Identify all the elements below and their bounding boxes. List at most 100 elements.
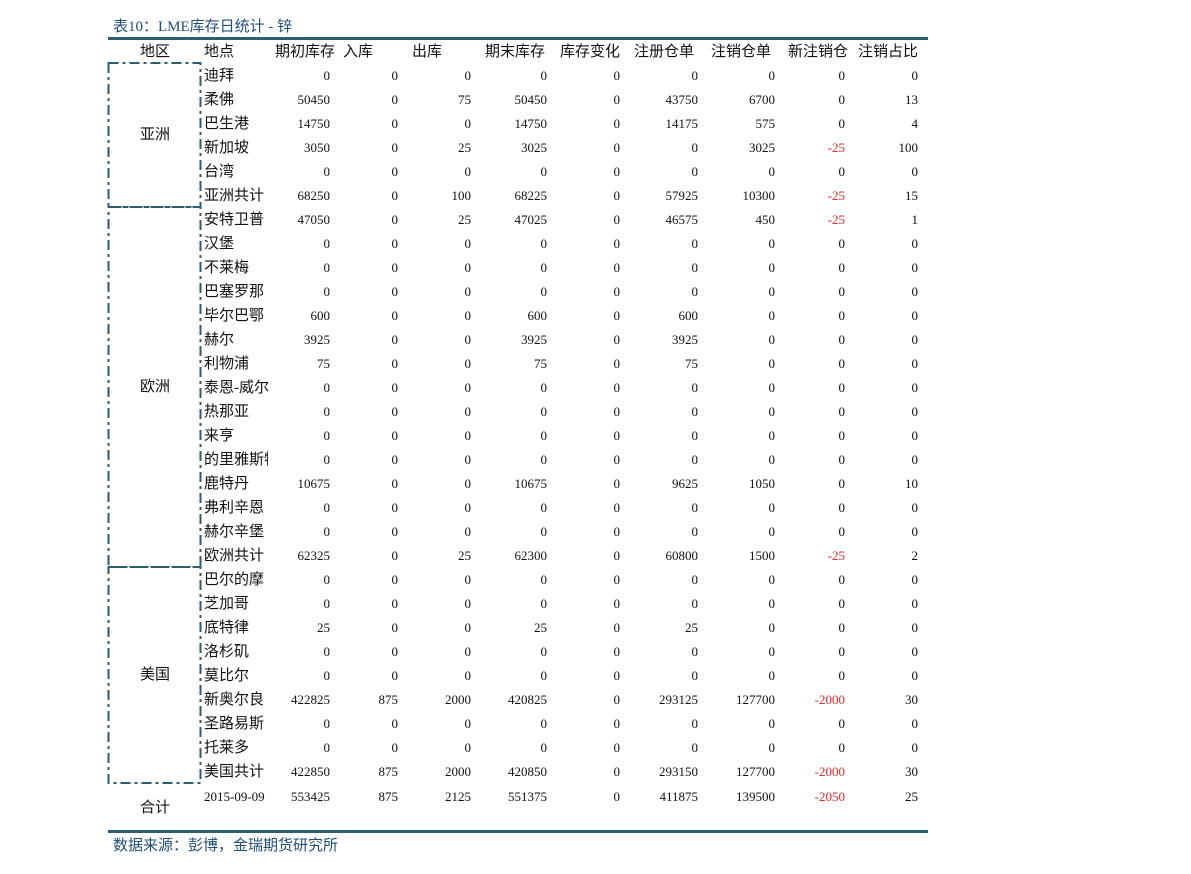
location-cell: 的里雅斯特 [204,452,268,468]
number-cell: 0 [540,524,548,539]
number-cell: 0 [911,572,919,587]
location-cell: 亚洲共计 [204,188,265,204]
number-cell: 0 [691,380,699,395]
number-cell: 3025 [749,140,775,155]
number-cell: 0 [391,428,399,443]
location-cell: 圣路易斯 [204,716,265,732]
number-cell: 0 [464,284,472,299]
number-cell: 25 [458,140,471,155]
number-cell: 0 [911,716,919,731]
number-cell: 0 [691,404,699,419]
number-cell: 1 [911,212,919,227]
number-cell: 0 [323,596,331,611]
location-cell: 托莱多 [204,740,250,756]
number-cell: 0 [540,428,548,443]
number-cell: 0 [323,404,331,419]
number-cell: 0 [838,68,846,83]
number-cell: 420825 [508,692,547,707]
number-cell: 0 [391,116,399,131]
number-cell: 0 [838,92,846,107]
number-cell: 0 [323,236,331,251]
number-cell: 0 [691,452,699,467]
number-cell: 0 [911,260,919,275]
column-header: 地区 [140,44,171,60]
number-cell: 0 [911,380,919,395]
number-cell: 0 [391,524,399,539]
number-cell: 0 [391,644,399,659]
number-cell: 0 [613,548,621,563]
number-cell: 0 [838,740,846,755]
number-cell: 0 [464,404,472,419]
number-cell: 0 [391,596,399,611]
location-cell: 巴塞罗那 [204,284,265,300]
location-cell: 不莱梅 [204,260,250,276]
number-cell: 0 [613,332,621,347]
number-cell: 0 [391,212,399,227]
number-cell: 30 [905,764,918,779]
number-cell: 0 [464,308,472,323]
number-cell: 0 [768,404,776,419]
number-cell: 62325 [297,548,331,563]
number-cell: 553425 [291,789,330,804]
number-cell: 0 [838,596,846,611]
number-cell: 0 [323,68,331,83]
number-cell: 0 [838,332,846,347]
number-cell: 0 [768,572,776,587]
number-cell: 0 [323,716,331,731]
number-cell: 50450 [297,92,331,107]
number-cell: 0 [613,380,621,395]
number-cell: 0 [323,668,331,683]
number-cell: 0 [540,260,548,275]
number-cell: 68225 [514,188,548,203]
number-cell: 0 [391,548,399,563]
number-cell: 43750 [665,92,699,107]
number-cell: 600 [678,308,699,323]
number-cell: 875 [378,789,399,804]
location-cell: 美国共计 [204,764,265,780]
number-cell: 0 [911,596,919,611]
location-cell: 新加坡 [204,140,250,156]
number-cell: 0 [391,404,399,419]
location-cell: 鹿特丹 [204,476,250,492]
number-cell: 0 [391,236,399,251]
number-cell: 15 [905,188,918,203]
number-cell: 0 [464,116,472,131]
number-cell: 0 [464,596,472,611]
number-cell: 0 [323,164,331,179]
number-cell: 0 [613,164,621,179]
number-cell: 0 [540,500,548,515]
number-cell: 30 [905,692,918,707]
number-cell: 0 [911,284,919,299]
number-cell: 0 [464,164,472,179]
number-cell: 0 [838,284,846,299]
number-cell: 0 [613,68,621,83]
number-cell: 551375 [508,789,547,804]
number-cell: 0 [613,668,621,683]
number-cell: 0 [911,68,919,83]
number-cell: 0 [691,668,699,683]
location-cell: 赫尔 [204,332,235,348]
column-header: 期初库存 [275,44,336,60]
number-cell: 0 [911,428,919,443]
number-cell: 0 [391,332,399,347]
number-cell: 2125 [445,789,471,804]
number-cell: -25 [827,212,845,227]
number-cell: 0 [464,740,472,755]
number-cell: 600 [527,308,548,323]
number-cell: 25 [534,620,547,635]
number-cell: 0 [768,332,776,347]
number-cell: 47025 [514,212,548,227]
source-note: 数据来源：彭博，金瑞期货研究所 [113,838,339,854]
number-cell: 0 [838,452,846,467]
number-cell: 0 [464,668,472,683]
number-cell: -25 [827,188,845,203]
number-cell: 1050 [749,476,775,491]
number-cell: 47050 [297,212,331,227]
number-cell: 0 [768,500,776,515]
number-cell: 10 [905,476,918,491]
number-cell: 10675 [297,476,331,491]
number-cell: 75 [685,356,698,371]
location-cell: 毕尔巴鄂 [204,308,265,324]
location-cell: 来亨 [204,428,235,444]
